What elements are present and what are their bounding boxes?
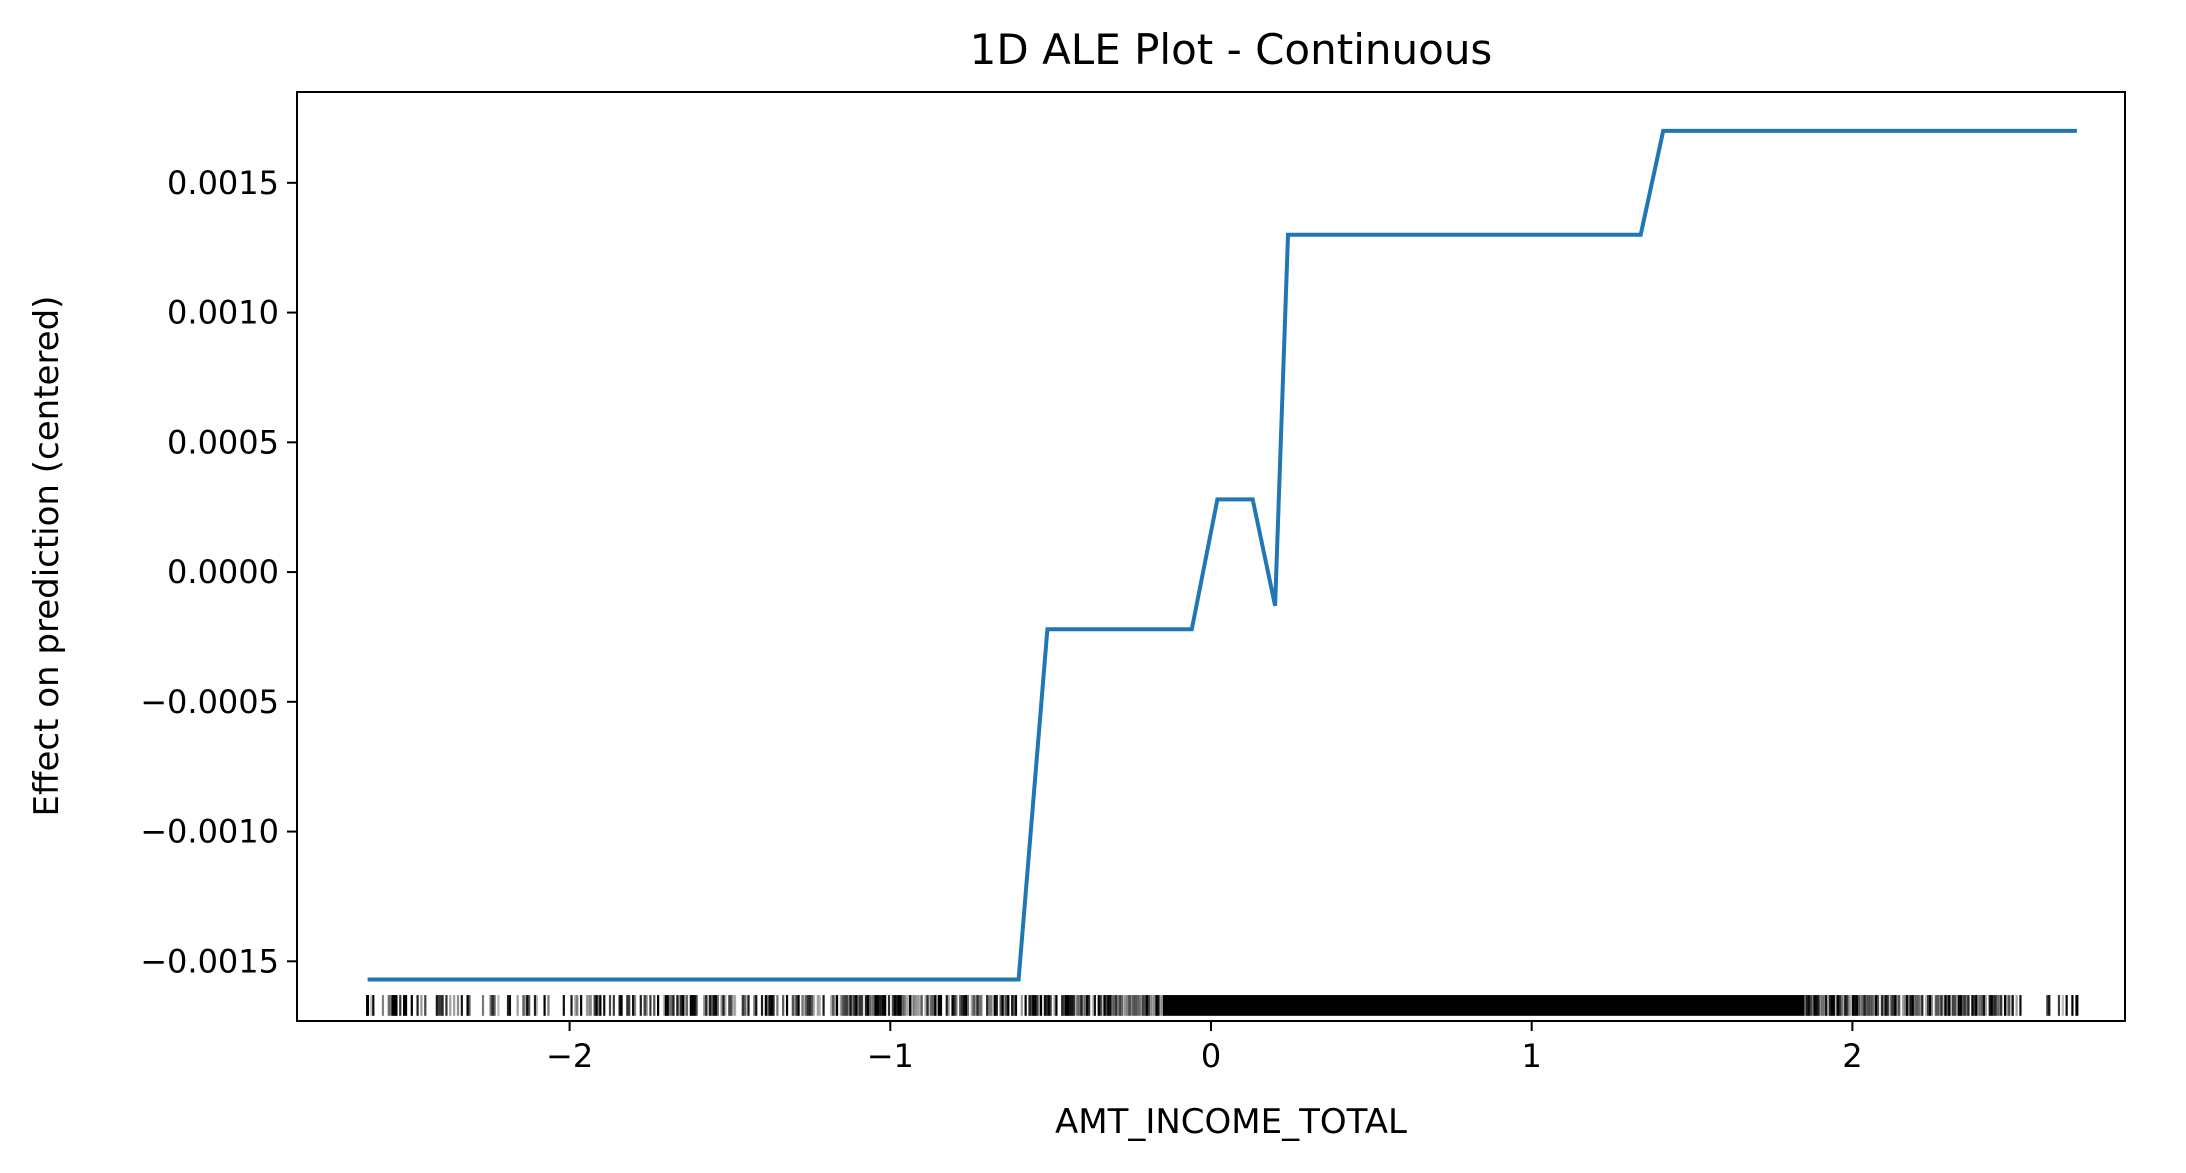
chart-title: 1D ALE Plot - Continuous [970, 25, 1493, 74]
x-tick-label: −1 [867, 1037, 914, 1075]
x-tick-label: 1 [1522, 1037, 1542, 1075]
x-tick-label: 2 [1842, 1037, 1862, 1075]
x-axis-label: AMT_INCOME_TOTAL [1055, 1102, 1407, 1142]
y-tick-label: 0.0010 [167, 294, 279, 332]
y-tick-label: −0.0005 [140, 683, 279, 721]
x-tick-label: −2 [546, 1037, 593, 1075]
y-axis-label: Effect on prediction (centered) [27, 296, 67, 817]
y-axis: 0.0015 0.0010 0.0005 0.0000 −0.0005 −0.0010 −0… [140, 164, 297, 980]
series-group [367, 128, 2077, 982]
y-tick-label: 0.0015 [167, 164, 279, 202]
y-tick-label: −0.0010 [140, 813, 279, 851]
plot-area-frame [296, 91, 2126, 1022]
y-tick-label: 0.0000 [167, 553, 279, 591]
ale-series-line [367, 128, 2077, 982]
x-axis: −2 −1 0 1 2 [546, 1021, 1863, 1075]
rug-plot [366, 995, 2079, 1016]
x-tick-label: 0 [1201, 1037, 1221, 1075]
y-tick-label: −0.0015 [140, 942, 279, 980]
y-tick-label: 0.0005 [167, 423, 279, 461]
rug-dense-band [1162, 995, 1805, 1016]
